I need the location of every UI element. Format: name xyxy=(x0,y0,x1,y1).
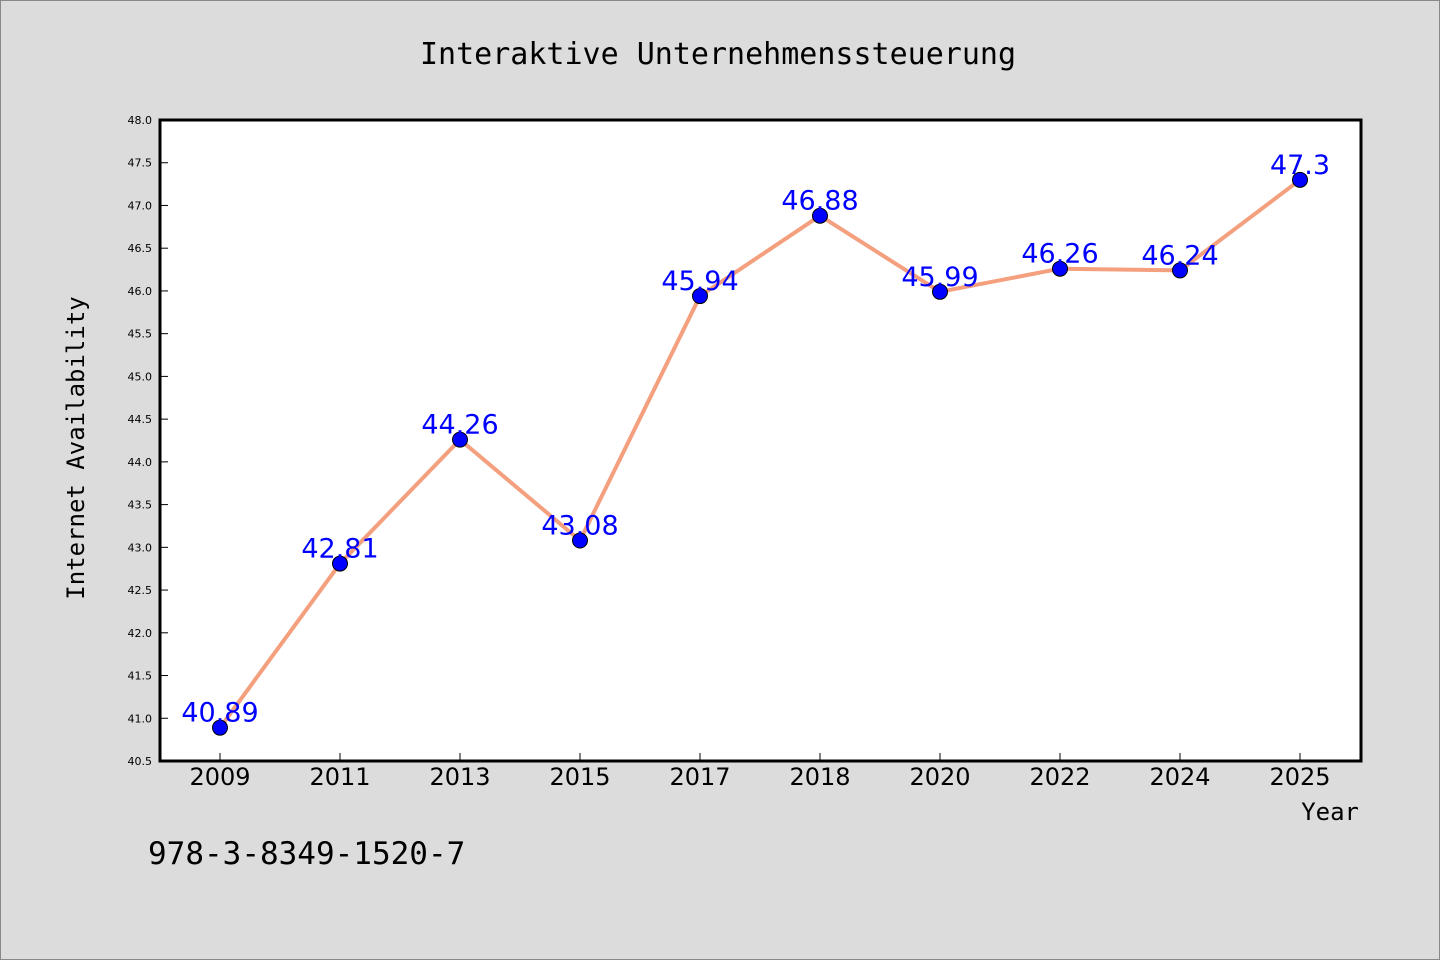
data-point xyxy=(452,431,468,448)
y-axis-ticks: 40.5 41.0 41.5 42.0 42.5 43.0 43.5 44.0 44.5 45.0… xyxy=(128,114,168,768)
y-tick-label: 47.0 xyxy=(128,199,153,212)
y-tick-label: 42.5 xyxy=(128,584,153,597)
x-tick-label: 2013 xyxy=(429,763,490,791)
y-tick-label: 43.0 xyxy=(128,541,153,554)
x-tick-label: 2015 xyxy=(549,763,610,791)
y-tick-label: 44.5 xyxy=(128,413,153,426)
data-value-label: 40.89 xyxy=(181,698,258,729)
data-point xyxy=(1052,260,1068,277)
x-tick-label: 2009 xyxy=(189,763,250,791)
x-tick-label: 2018 xyxy=(789,763,850,791)
data-point xyxy=(692,288,708,305)
data-point xyxy=(1172,262,1188,279)
series-line xyxy=(218,178,1302,729)
y-tick-label: 41.5 xyxy=(128,670,153,683)
y-tick-label: 48.0 xyxy=(128,114,153,127)
y-tick-label: 43.5 xyxy=(128,499,153,512)
y-tick-label: 45.5 xyxy=(128,328,153,341)
plot-area xyxy=(160,120,1361,761)
data-value-label: 43.08 xyxy=(541,510,618,541)
isbn-footer: 978-3-8349-1520-7 xyxy=(148,836,465,872)
y-tick-label: 46.5 xyxy=(128,242,153,255)
y-axis-label: Internet Availability xyxy=(62,296,90,599)
data-value-label: 42.81 xyxy=(301,534,378,565)
data-markers xyxy=(212,171,1308,736)
x-tick-label: 2020 xyxy=(909,763,970,791)
data-value-label: 44.26 xyxy=(421,410,498,441)
data-value-label: 45.99 xyxy=(901,262,978,293)
x-tick-label: 2017 xyxy=(669,763,730,791)
y-tick-label: 47.5 xyxy=(128,157,153,170)
data-point xyxy=(572,532,588,549)
data-value-label: 46.24 xyxy=(1141,240,1218,271)
y-tick-label: 40.5 xyxy=(128,755,153,768)
x-tick-label: 2011 xyxy=(309,763,370,791)
data-value-label: 46.26 xyxy=(1021,239,1098,270)
x-tick-label: 2024 xyxy=(1149,763,1210,791)
y-tick-label: 45.0 xyxy=(128,370,153,383)
data-value-label: 46.88 xyxy=(781,186,858,217)
x-axis-ticks: 2009 2011 2013 2015 2017 2018 2020 2022 2024 2025 xyxy=(189,753,1331,791)
data-point xyxy=(812,207,828,224)
data-point xyxy=(932,283,948,300)
x-tick-label: 2025 xyxy=(1269,763,1330,791)
data-point xyxy=(1292,171,1308,188)
y-tick-label: 41.0 xyxy=(128,712,153,725)
x-axis-label: Year xyxy=(1301,798,1359,826)
data-labels: 40.89 42.81 44.26 43.08 45.94 46.88 45.99 46.26… xyxy=(181,150,1330,729)
y-tick-label: 46.0 xyxy=(128,285,153,298)
data-value-label: 47.3 xyxy=(1270,150,1330,181)
y-tick-label: 44.0 xyxy=(128,456,153,469)
y-tick-label: 42.0 xyxy=(128,627,153,640)
data-point xyxy=(212,719,228,736)
plot-frame xyxy=(158,118,1363,763)
data-value-label: 45.94 xyxy=(661,266,738,297)
data-point xyxy=(332,555,348,572)
x-tick-label: 2022 xyxy=(1029,763,1090,791)
chart-title: Interaktive Unternehmenssteuerung xyxy=(420,37,1016,72)
